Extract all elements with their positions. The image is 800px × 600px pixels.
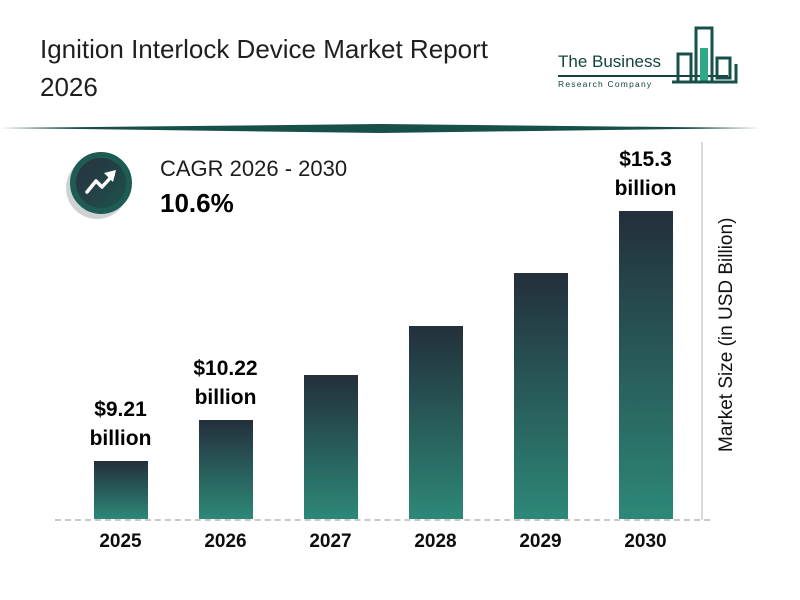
year-label-2026: 2026 [204,531,247,552]
bar-group-2027 [278,375,383,519]
bar-group-2025: $9.21 billion [68,395,173,519]
cagr-label: CAGR 2026 - 2030 [160,156,348,181]
bar-2027 [303,375,358,519]
bar-value-label-2030: $15.3 billion [614,148,677,200]
year-label-2027: 2027 [309,531,352,552]
y-axis-line [701,142,703,520]
bar-2025 [93,461,148,519]
bar-group-2029 [488,273,593,519]
bar-2028 [408,326,463,519]
logo-name: The Business [558,52,661,71]
cagr-block: CAGR 2026 - 2030 10.6% [70,152,347,219]
y-axis-title: Market Size (in USD Billion) [716,217,737,453]
bar-2030 [618,211,673,519]
cagr-text: CAGR 2026 - 2030 10.6% [160,156,347,219]
year-label-2029: 2029 [519,531,562,552]
bar-group-2026: $10.22 billion [173,354,278,519]
page-title-line2: 2026 [40,72,98,102]
bar-value-label-2025: $9.21 billion [89,398,152,450]
logo-subtitle: Research Company [558,79,653,89]
bar-2029 [513,273,568,519]
bar-value-label-2026: $10.22 billion [193,357,258,409]
year-label-2030: 2030 [624,531,667,552]
page-title-line1: Ignition Interlock Device Market Report [40,34,488,64]
header-divider [0,124,760,133]
company-logo-text: The Business Research Company [558,52,728,89]
year-label-2025: 2025 [99,531,142,552]
company-logo: The Business Research Company [558,26,763,114]
logo-bars-icon [672,26,738,84]
page-title: Ignition Interlock Device Market Report … [40,30,488,106]
bar-2026 [198,420,253,519]
bar-group-2028 [383,326,488,519]
growth-trend-icon [70,152,132,214]
year-label-2028: 2028 [414,531,457,552]
bar-group-2030: $15.3 billion [593,145,698,519]
logo-underline [558,75,728,77]
x-axis-line [55,519,710,521]
cagr-value: 10.6% [160,188,234,218]
